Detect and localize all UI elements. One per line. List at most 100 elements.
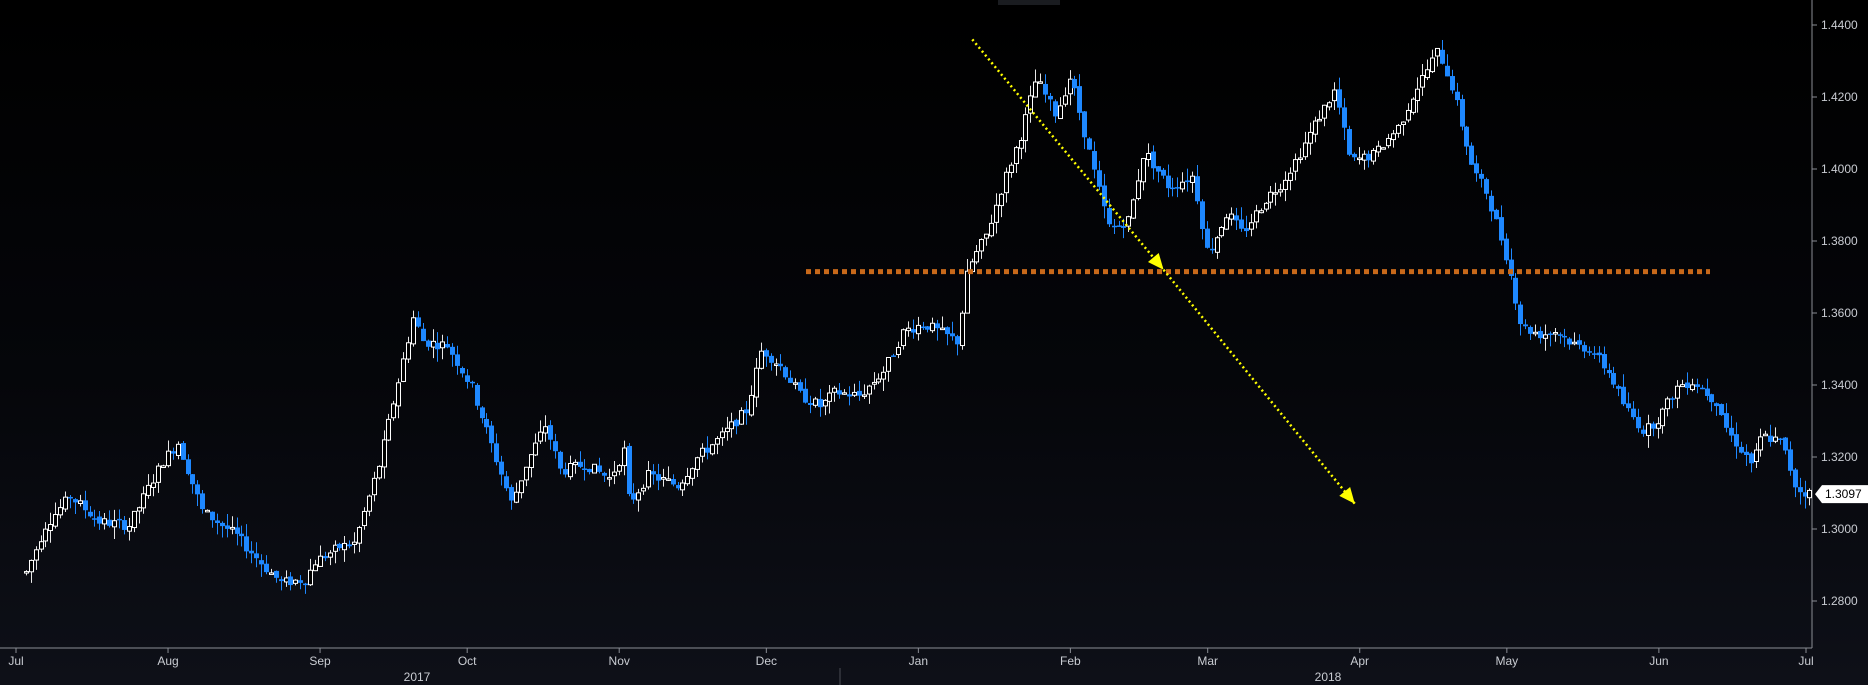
candle-body-up	[1680, 384, 1685, 388]
trend-arrow-line	[971, 38, 1165, 271]
candle-body-up	[1308, 131, 1313, 144]
candle-body-down	[783, 367, 788, 378]
candle-body-up	[1754, 449, 1759, 462]
candle-body-down	[1072, 79, 1077, 89]
candle-body-up	[1278, 189, 1283, 193]
candle-body-down	[1087, 138, 1092, 150]
x-tick-label: Sep	[309, 654, 331, 668]
candle-body-down	[778, 363, 783, 367]
candle-body-up	[1435, 47, 1440, 57]
candle-body-down	[225, 525, 230, 529]
candle-body-down	[1494, 209, 1499, 220]
candle-body-up	[524, 466, 529, 481]
candle-body-up	[695, 457, 700, 470]
candle-body-up	[1146, 153, 1151, 161]
candle-body-up	[636, 492, 641, 501]
candle-body-up	[269, 572, 274, 575]
candle-body-up	[1322, 104, 1327, 119]
candle-body-down	[1592, 353, 1597, 355]
candle-body-up	[1273, 192, 1278, 195]
candle-body-down	[1607, 370, 1612, 374]
candle-body-down	[1455, 91, 1460, 101]
trend-arrow-line	[1162, 269, 1356, 505]
candle-body-up	[1665, 398, 1670, 410]
candle-body-down	[244, 536, 249, 552]
candle-body-up	[793, 382, 798, 385]
candle-body-up	[102, 518, 107, 525]
candle-body-down	[1558, 334, 1563, 336]
candle-body-up	[1136, 180, 1141, 199]
candle-body-up	[592, 463, 597, 474]
candle-body-up	[1288, 172, 1293, 181]
candle-body-down	[1489, 195, 1494, 212]
candle-body-up	[965, 270, 970, 314]
candle-body-up	[960, 312, 965, 347]
candle-body-down	[705, 447, 710, 453]
candle-body-down	[1548, 333, 1553, 335]
candle-body-down	[1077, 86, 1082, 113]
candle-body-down	[465, 375, 470, 382]
candle-body-up	[1646, 423, 1651, 436]
candle-body-up	[842, 392, 847, 395]
candle-body-up	[411, 317, 416, 345]
candle-body-up	[1317, 118, 1322, 122]
candle-body-down	[911, 329, 916, 333]
candle-body-up	[1430, 57, 1435, 73]
candle-body-up	[1268, 191, 1273, 203]
candle-body-down	[1195, 176, 1200, 202]
candle-body-down	[1724, 413, 1729, 428]
candle-body-down	[1587, 351, 1592, 353]
candle-body-up	[141, 493, 146, 509]
candle-body-up	[1283, 179, 1288, 190]
candle-body-up	[680, 482, 685, 491]
candle-body-down	[97, 516, 102, 524]
candle-body-down	[1729, 427, 1734, 436]
y-tick-label: 1.3000	[1821, 522, 1858, 536]
candle-body-down	[1685, 382, 1690, 389]
candle-body-down	[1239, 219, 1244, 229]
candle-body-up	[39, 541, 44, 550]
candle-body-down	[671, 479, 676, 485]
candle-body-down	[857, 390, 862, 396]
candle-body-up	[1758, 436, 1763, 451]
candle-body-down	[1768, 435, 1773, 442]
candle-body-down	[1705, 388, 1710, 397]
year-label-2018: 2018	[1315, 670, 1342, 684]
candle-body-up	[940, 327, 945, 331]
candle-body-down	[1509, 259, 1514, 276]
candle-body-down	[426, 340, 431, 347]
candle-body-up	[58, 507, 63, 516]
candle-body-down	[1538, 330, 1543, 339]
candle-body-down	[215, 520, 220, 524]
candle-body-up	[974, 251, 979, 263]
candle-body-up	[710, 444, 715, 455]
candle-body-down	[323, 556, 328, 559]
candle-body-up	[720, 431, 725, 439]
candle-body-down	[489, 425, 494, 444]
candle-body-down	[1518, 304, 1523, 325]
x-tick-label: Aug	[157, 654, 178, 668]
candle-body-up	[132, 510, 137, 529]
candle-body-down	[563, 469, 568, 475]
candle-body-down	[656, 474, 661, 481]
candle-body-up	[867, 385, 872, 395]
candle-body-down	[1474, 163, 1479, 174]
candle-body-up	[1690, 384, 1695, 391]
candle-body-up	[514, 491, 519, 503]
candle-body-down	[744, 409, 749, 414]
candle-body-down	[798, 382, 803, 391]
candle-body-up	[357, 527, 362, 544]
candle-body-up	[1807, 489, 1812, 499]
candle-body-up	[930, 322, 935, 332]
candle-body-down	[1479, 173, 1484, 179]
candle-body-up	[813, 398, 818, 406]
candle-body-down	[1053, 101, 1058, 117]
candle-body-down	[450, 346, 455, 355]
candle-body-down	[925, 326, 930, 330]
candle-body-down	[1342, 107, 1347, 128]
candle-body-up	[176, 443, 181, 456]
candle-body-down	[1636, 416, 1641, 429]
candle-body-down	[602, 472, 607, 476]
candle-body-down	[1445, 65, 1450, 77]
candle-body-down	[249, 550, 254, 554]
